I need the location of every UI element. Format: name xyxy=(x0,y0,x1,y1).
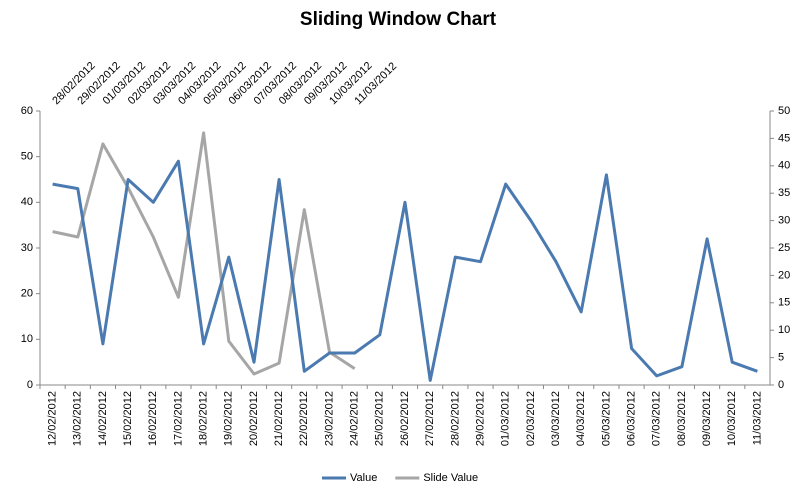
x-tick-label: 02/03/2012 xyxy=(525,391,537,446)
x-tick-label: 09/03/2012 xyxy=(701,391,713,446)
y2-tick-label: 5 xyxy=(778,352,784,364)
x-tick-label: 24/02/2012 xyxy=(349,391,361,446)
legend-label: Slide Value xyxy=(423,472,478,484)
x-tick-label: 07/03/2012 xyxy=(651,391,663,446)
x-tick-label: 10/03/2012 xyxy=(726,391,738,446)
y-tick-label: 40 xyxy=(21,196,33,208)
legend-label: Value xyxy=(350,472,377,484)
y2-tick-label: 35 xyxy=(778,187,790,199)
y2-tick-label: 0 xyxy=(778,379,784,391)
y2-tick-label: 40 xyxy=(778,160,790,172)
x-tick-label: 19/02/2012 xyxy=(223,391,235,446)
x-tick-label: 04/03/2012 xyxy=(575,391,587,446)
y2-tick-label: 25 xyxy=(778,242,790,254)
x-tick-label: 29/02/2012 xyxy=(474,391,486,446)
chart-title: Sliding Window Chart xyxy=(300,9,497,30)
x-tick-label: 05/03/2012 xyxy=(600,391,612,446)
x-tick-label: 22/02/2012 xyxy=(298,391,310,446)
x-tick-label: 11/03/2012 xyxy=(751,391,763,445)
x-tick-label: 21/02/2012 xyxy=(273,391,285,446)
x-tick-label: 08/03/2012 xyxy=(676,391,688,446)
x-tick-label: 03/03/2012 xyxy=(550,391,562,446)
y2-tick-label: 10 xyxy=(778,324,790,336)
x-tick-label: 20/02/2012 xyxy=(248,391,260,446)
y2-tick-label: 50 xyxy=(778,105,790,117)
x-tick-label: 28/02/2012 xyxy=(449,391,461,446)
y-tick-label: 60 xyxy=(21,105,33,117)
x-tick-label: 26/02/2012 xyxy=(399,391,411,446)
y-tick-label: 20 xyxy=(21,288,33,300)
y-tick-label: 0 xyxy=(27,379,33,391)
x-tick-label: 17/02/2012 xyxy=(172,391,184,446)
x-tick-label: 12/02/2012 xyxy=(46,391,58,446)
x-tick-label: 18/02/2012 xyxy=(198,391,210,446)
y2-tick-label: 20 xyxy=(778,269,790,281)
y2-tick-label: 45 xyxy=(778,132,790,144)
x-tick-label: 06/03/2012 xyxy=(625,391,637,446)
y2-tick-label: 30 xyxy=(778,215,790,227)
y-tick-label: 50 xyxy=(21,151,33,163)
y-tick-label: 10 xyxy=(21,333,33,345)
y2-tick-label: 15 xyxy=(778,297,790,309)
x-tick-label: 13/02/2012 xyxy=(72,391,84,446)
x-tick-label: 01/03/2012 xyxy=(500,391,512,446)
y-tick-label: 30 xyxy=(21,242,33,254)
x-tick-label: 23/02/2012 xyxy=(323,391,335,446)
x-tick-label: 16/02/2012 xyxy=(147,391,159,446)
x-tick-label: 27/02/2012 xyxy=(424,391,436,446)
x-tick-label: 15/02/2012 xyxy=(122,391,134,446)
line-series xyxy=(52,159,758,382)
x-tick-label: 14/02/2012 xyxy=(97,391,109,446)
x-tick-label: 25/02/2012 xyxy=(374,391,386,446)
line-series xyxy=(52,131,356,376)
